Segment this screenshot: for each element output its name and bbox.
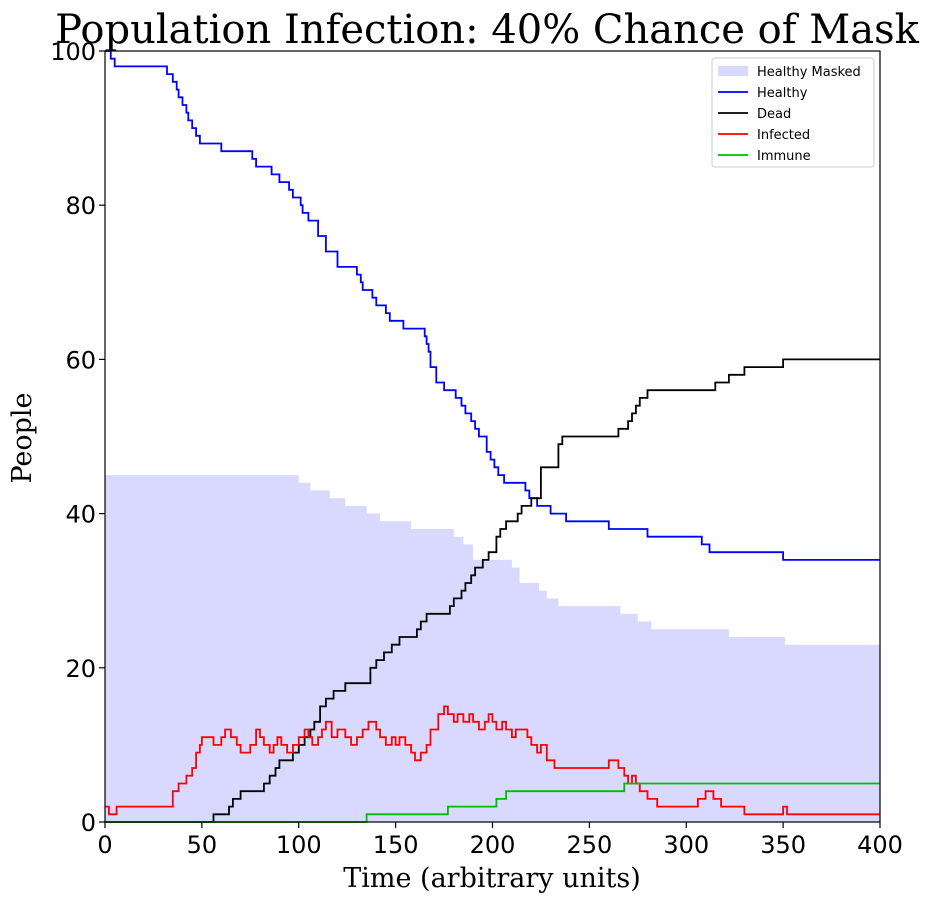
legend-box	[711, 57, 875, 168]
x-axis-label: Time (arbitrary units)	[343, 863, 641, 894]
x-tick-label: 350	[760, 831, 806, 859]
y-tick-label: 100	[50, 38, 96, 66]
y-tick-label: 60	[65, 346, 96, 374]
series-healthy-line	[105, 50, 880, 561]
x-tick-label: 0	[97, 831, 112, 859]
x-tick-label: 300	[663, 831, 709, 859]
y-tick-label: 0	[81, 809, 96, 837]
y-tick-label: 40	[65, 501, 96, 529]
y-tick-label: 20	[65, 655, 96, 683]
y-axis-label: People	[7, 392, 38, 483]
legend-label-healthy-masked: Healthy Masked	[757, 65, 861, 80]
area-layer	[105, 475, 880, 822]
x-tick-label: 200	[470, 831, 516, 859]
line-layer	[105, 50, 880, 823]
series-infected-line	[105, 705, 880, 816]
series-dead-line	[105, 358, 880, 823]
series-healthy-masked-area	[105, 475, 880, 822]
series-immune-line	[105, 782, 880, 823]
legend-label-infected: Infected	[757, 128, 810, 143]
x-tick-label: 250	[566, 831, 612, 859]
legend: Healthy Masked Healthy Dead Infected Immune	[711, 57, 875, 168]
y-axis-ticks: 0 20 40 60 80 100	[50, 38, 105, 837]
legend-swatch-healthy-masked	[718, 66, 748, 76]
x-tick-label: 50	[187, 831, 218, 859]
legend-label-dead: Dead	[757, 107, 791, 122]
plot-area	[104, 50, 881, 823]
legend-label-healthy: Healthy	[757, 86, 808, 101]
y-tick-label: 80	[65, 192, 96, 220]
x-tick-label: 100	[276, 831, 322, 859]
x-tick-label: 150	[373, 831, 419, 859]
x-axis-ticks: 0 50 100 150 200 250 300 350 400	[97, 822, 903, 859]
chart-title: Population Infection: 40% Chance of Mask	[55, 7, 919, 53]
x-tick-label: 400	[857, 831, 903, 859]
legend-label-immune: Immune	[757, 149, 811, 164]
